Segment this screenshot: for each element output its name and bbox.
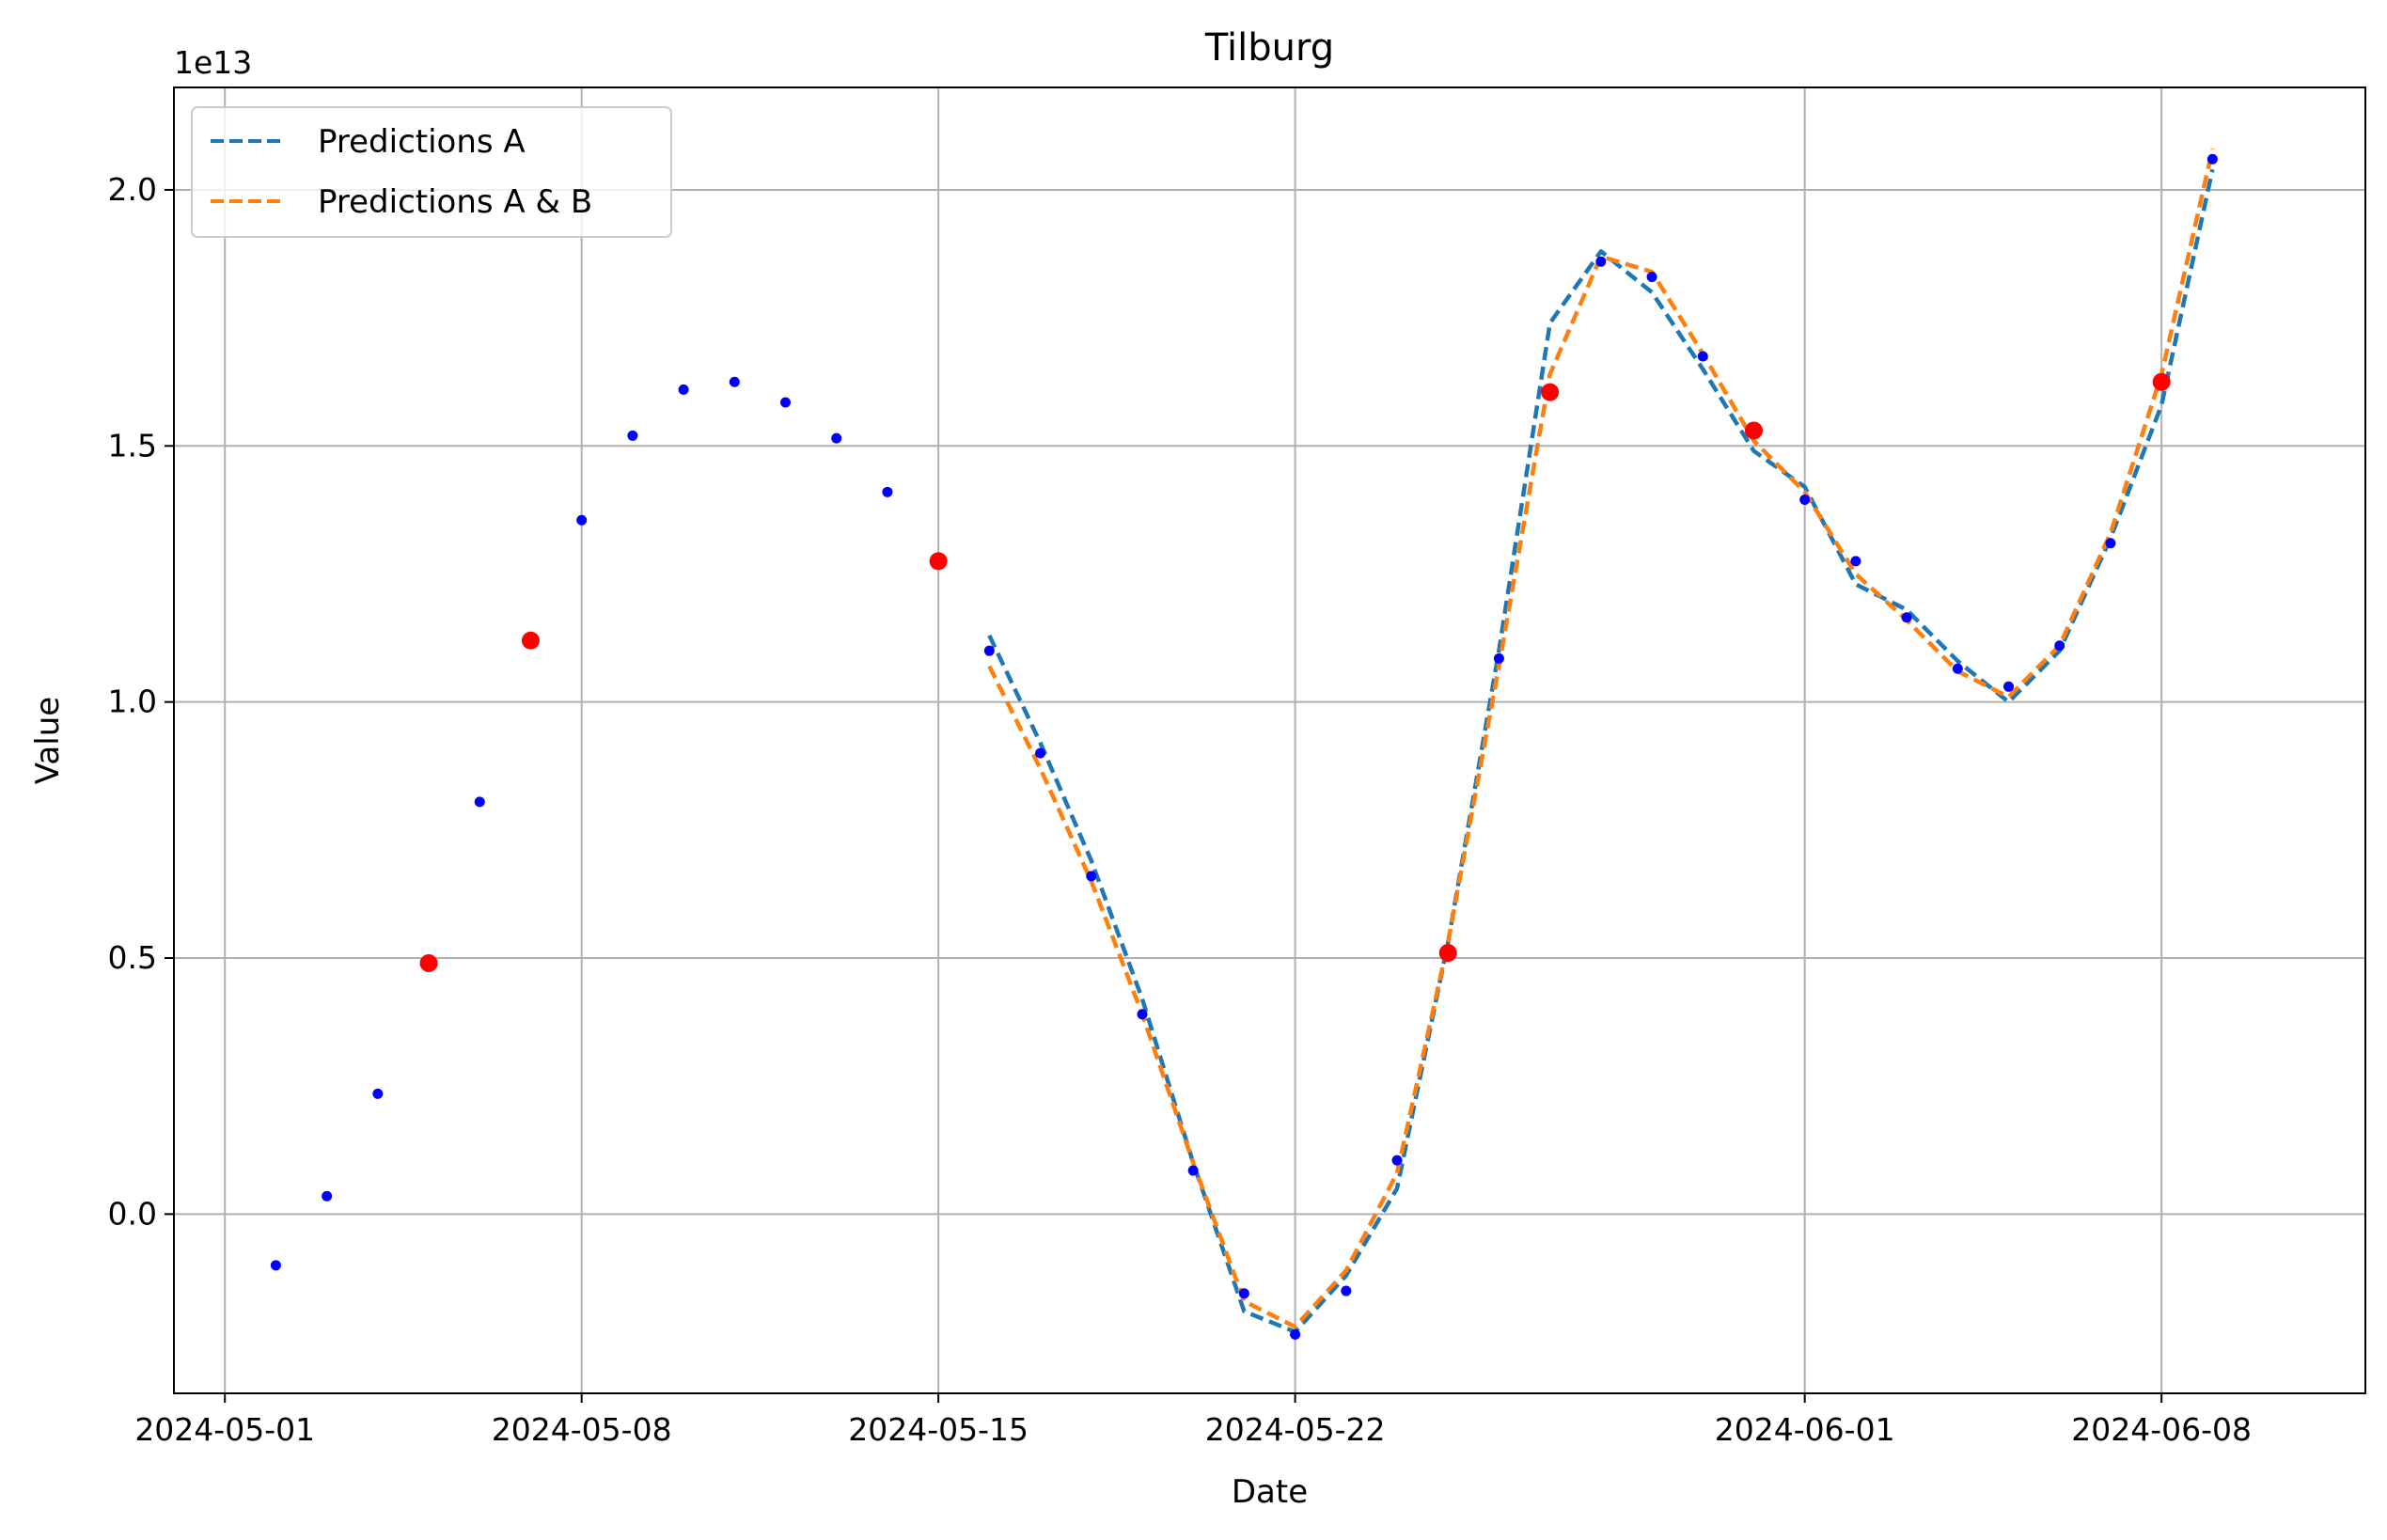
highlighted-point <box>1744 421 1763 440</box>
y-axis-offset-label: 1e13 <box>174 44 252 81</box>
legend-label-predictions-a: Predictions A <box>318 123 526 161</box>
y-axis-label: Value <box>29 697 67 784</box>
observed-point <box>780 397 792 408</box>
axis-ticks: 2024-05-01 2024-05-08 2024-05-15 2024-05-22… <box>108 171 2253 1448</box>
legend: Predictions A Predictions A & B <box>191 106 672 238</box>
observed-point <box>474 796 485 808</box>
observed-point <box>1901 612 1912 623</box>
y-tick-label: 0.0 <box>108 1195 157 1232</box>
series-layer <box>987 148 2215 1334</box>
observed-point <box>576 514 588 526</box>
observed-point <box>1187 1165 1199 1176</box>
observed-point <box>2206 153 2218 165</box>
plot-frame <box>173 86 2366 1394</box>
observed-point <box>322 1190 333 1202</box>
observed-point <box>627 430 638 441</box>
highlighted-point <box>1438 944 1457 963</box>
y-tick-label: 1.0 <box>108 684 157 720</box>
observed-point <box>1493 652 1504 664</box>
highlighted-point <box>521 631 540 650</box>
grid <box>174 87 2365 1393</box>
x-tick-label: 2024-06-08 <box>2071 1411 2252 1448</box>
observed-point <box>983 645 995 656</box>
series-line-predictions-ab <box>987 148 2215 1329</box>
observed-point <box>270 1260 281 1271</box>
observed-point <box>1290 1328 1301 1340</box>
highlighted-point <box>1541 383 1560 401</box>
points-layer <box>270 153 2218 1340</box>
x-tick-label: 2024-05-22 <box>1205 1411 1386 1448</box>
observed-point <box>1850 556 1861 567</box>
legend-box <box>191 106 672 238</box>
observed-point <box>2105 538 2116 549</box>
y-tick-label: 0.5 <box>108 939 157 976</box>
observed-point <box>882 486 893 497</box>
observed-point <box>1952 663 1963 674</box>
highlighted-point <box>929 552 948 571</box>
chart-title: Tilburg <box>1204 26 1334 70</box>
x-axis-label: Date <box>1232 1473 1308 1511</box>
highlighted-point <box>2152 372 2171 391</box>
observed-point <box>2003 681 2015 692</box>
observed-point <box>1086 871 1097 882</box>
observed-point <box>1035 747 1046 759</box>
observed-point <box>1799 494 1811 505</box>
observed-point <box>1238 1288 1249 1299</box>
observed-point <box>1391 1155 1403 1166</box>
x-tick-label: 2024-05-15 <box>848 1411 1029 1448</box>
observed-point <box>1137 1009 1148 1020</box>
series-line-predictions-a <box>987 168 2215 1334</box>
x-tick-label: 2024-06-01 <box>1715 1411 1895 1448</box>
observed-point <box>729 376 740 387</box>
observed-point <box>1595 256 1607 267</box>
observed-point <box>831 432 842 444</box>
observed-point <box>678 384 689 395</box>
observed-point <box>1697 351 1708 362</box>
legend-label-predictions-ab: Predictions A & B <box>318 183 592 221</box>
y-tick-label: 2.0 <box>108 171 157 208</box>
y-tick-label: 1.5 <box>108 427 157 464</box>
x-tick-label: 2024-05-01 <box>134 1411 315 1448</box>
observed-point <box>2054 640 2065 652</box>
x-tick-label: 2024-05-08 <box>492 1411 672 1448</box>
highlighted-point <box>419 953 438 972</box>
observed-point <box>372 1088 384 1099</box>
observed-point <box>1646 272 1657 283</box>
observed-point <box>1341 1285 1352 1296</box>
